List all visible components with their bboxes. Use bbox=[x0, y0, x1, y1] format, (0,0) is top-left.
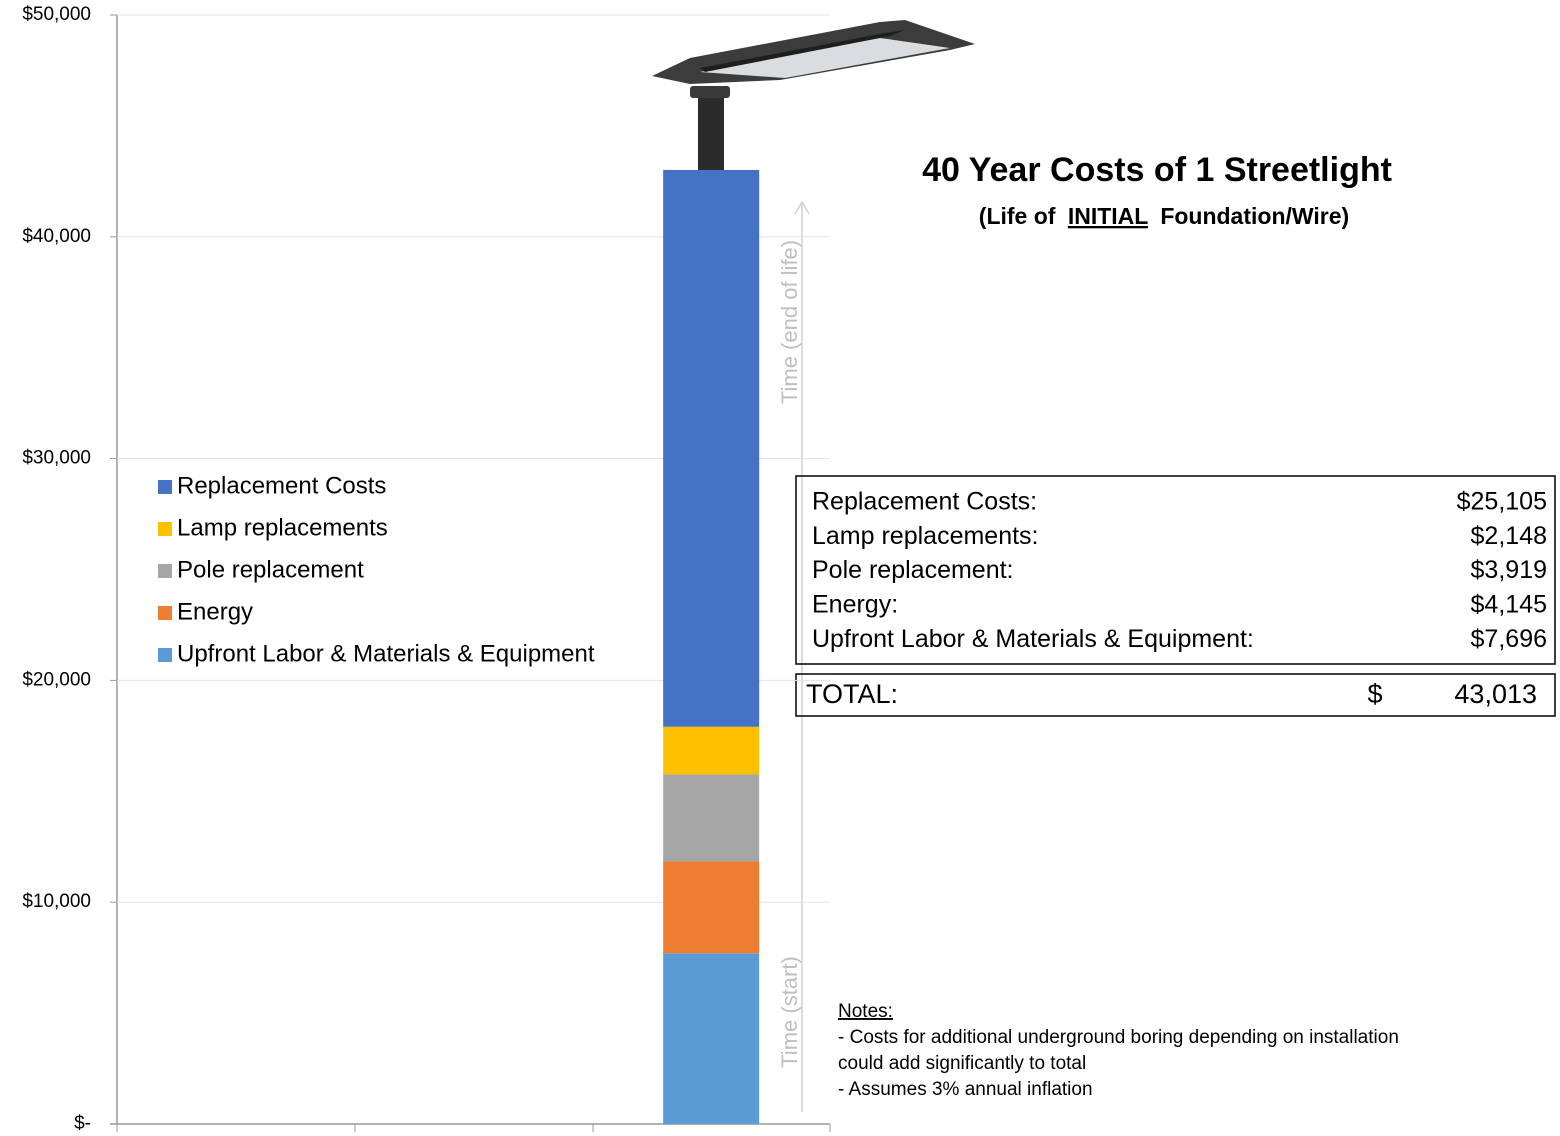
legend-label: Upfront Labor & Materials & Equipment bbox=[177, 640, 595, 667]
legend-label: Pole replacement bbox=[177, 556, 364, 583]
total-box bbox=[795, 673, 1556, 717]
table-value: $7,696 bbox=[1471, 625, 1547, 653]
note-line: - Assumes 3% annual inflation bbox=[838, 1079, 1093, 1100]
bar-segment bbox=[663, 169, 760, 727]
table-value: $2,148 bbox=[1471, 522, 1547, 550]
table-label: Pole replacement: bbox=[812, 556, 1014, 584]
total-value: 43,013 bbox=[1454, 679, 1537, 709]
y-tick-label: $30,000 bbox=[22, 448, 91, 469]
bar-segment bbox=[663, 774, 760, 862]
table-value: $3,919 bbox=[1471, 556, 1547, 584]
legend-swatch bbox=[158, 480, 172, 494]
bar-segment bbox=[663, 726, 760, 775]
y-tick-label: $50,000 bbox=[22, 4, 91, 25]
legend-swatch bbox=[158, 606, 172, 620]
table-label: Replacement Costs: bbox=[812, 488, 1037, 516]
annotation: Time (start) bbox=[777, 956, 802, 1068]
legend-swatch bbox=[158, 648, 172, 662]
y-tick-label: $40,000 bbox=[22, 226, 91, 247]
table-value: $4,145 bbox=[1471, 591, 1547, 619]
y-tick-label: $20,000 bbox=[22, 669, 91, 690]
total-currency: $ bbox=[1367, 679, 1382, 709]
note-line: - Costs for additional underground borin… bbox=[838, 1027, 1399, 1048]
streetlight-illustration bbox=[652, 20, 975, 180]
notes-heading: Notes: bbox=[838, 1001, 893, 1022]
table-value: $25,105 bbox=[1457, 488, 1547, 516]
table-label: Energy: bbox=[812, 591, 898, 619]
chart-title: 40 Year Costs of 1 Streetlight bbox=[922, 151, 1392, 189]
subtitle-part: INITIAL bbox=[1068, 203, 1148, 229]
total-label: TOTAL: bbox=[806, 679, 898, 709]
summary-box bbox=[795, 475, 1556, 665]
y-tick-label: $10,000 bbox=[22, 891, 91, 912]
chart-subtitle: (Life of INITIAL Foundation/Wire) bbox=[979, 203, 1349, 229]
subtitle-part: (Life of bbox=[979, 203, 1056, 229]
bar-segment bbox=[663, 953, 760, 1124]
note-line: could add significantly to total bbox=[838, 1053, 1086, 1074]
subtitle-part: Foundation/Wire) bbox=[1160, 203, 1349, 229]
time-arrowhead bbox=[794, 200, 810, 215]
legend-swatch bbox=[158, 564, 172, 578]
y-tick-label: $- bbox=[74, 1113, 91, 1134]
table-label: Upfront Labor & Materials & Equipment: bbox=[812, 625, 1254, 653]
annotation: Time (end of life) bbox=[777, 240, 802, 404]
table-label: Lamp replacements: bbox=[812, 522, 1039, 550]
bar-segment bbox=[663, 861, 760, 954]
legend-label: Replacement Costs bbox=[177, 472, 386, 499]
legend-label: Energy bbox=[177, 598, 253, 625]
legend-swatch bbox=[158, 522, 172, 536]
legend-label: Lamp replacements bbox=[177, 514, 388, 541]
